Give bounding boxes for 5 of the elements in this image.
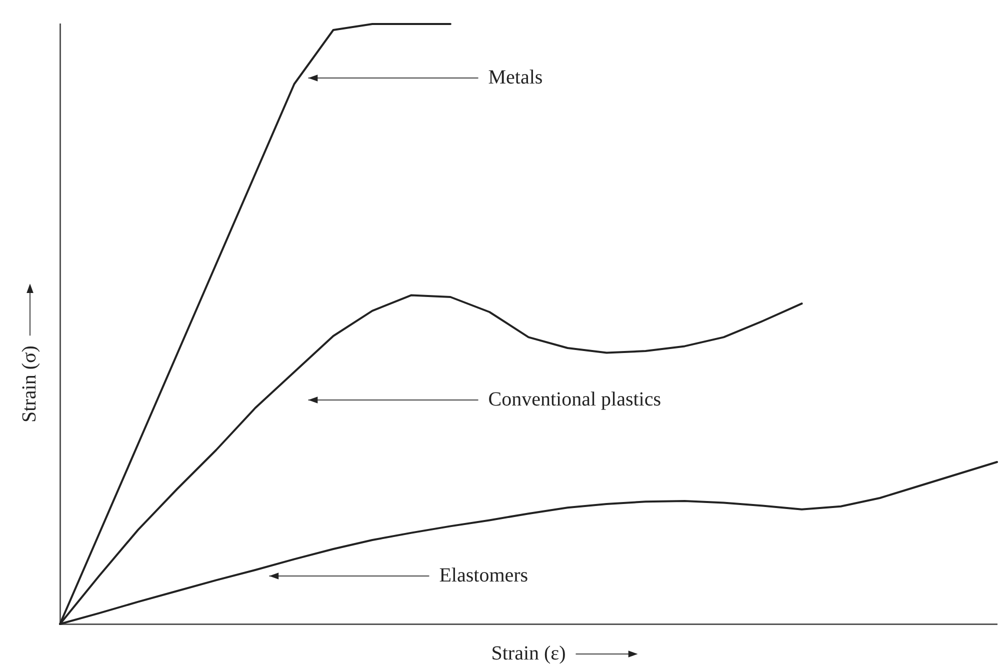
x-axis-title: Strain (ε) bbox=[491, 642, 566, 664]
text: Metals bbox=[488, 66, 543, 88]
series-label: Elastomers bbox=[439, 564, 528, 586]
series-label: Conventional plastics bbox=[488, 388, 662, 410]
y-axis-title: Strain (σ) bbox=[18, 346, 40, 422]
